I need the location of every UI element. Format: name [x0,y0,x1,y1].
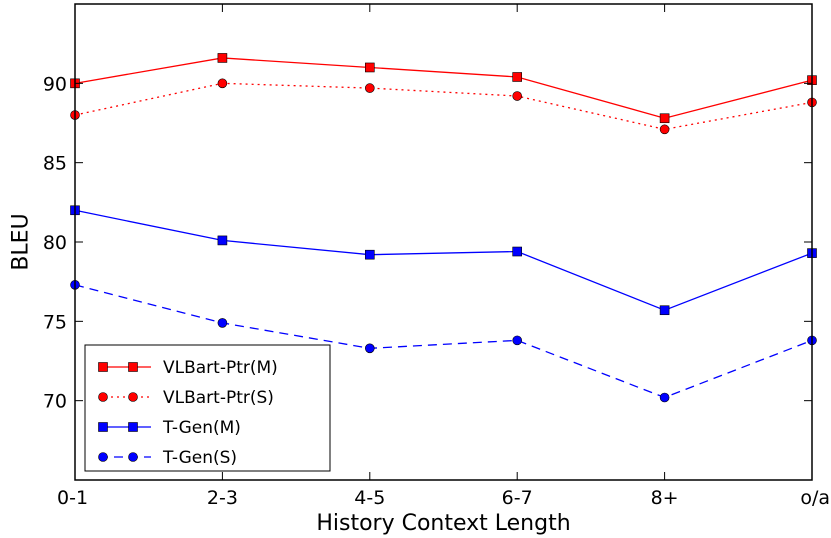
data-point [364,83,375,93]
legend-label: VLBart-Ptr(M) [163,358,278,378]
legend-marker [98,392,108,402]
data-point [217,318,228,328]
data-point [217,78,228,89]
series-VLBart-Ptr(M) [70,53,817,124]
y-tick-label: 90 [43,73,67,95]
axes-layer: 70 75 80 85 90 0-1 2-3 4-5 6-7 8+ o/a [43,4,830,509]
y-tick-label: 85 [43,153,67,175]
legend-entry: T-Gen(S) [98,448,237,468]
legend-marker [128,452,138,462]
legend-entry: VLBart-Ptr(M) [98,358,278,378]
series-VLBart-Ptr(S) [70,78,817,135]
data-point [217,235,228,246]
legend-entry: T-Gen(M) [98,418,241,438]
series-line [74,57,813,119]
y-tick-label: 80 [43,232,67,254]
legend-label: VLBart-Ptr(S) [163,388,274,408]
legend-marker [98,452,108,462]
data-point [217,53,228,63]
series-T-Gen(M) [70,205,817,316]
x-tick-label: 6-7 [502,487,533,509]
data-point [364,343,375,354]
data-point [512,91,523,101]
x-axis-title: History Context Length [316,511,570,536]
series-T-Gen(S) [70,280,817,403]
y-axis-title: BLEU [9,213,34,270]
x-tick-label: 2-3 [207,487,238,509]
x-tick-label: 8+ [651,487,679,509]
data-point [512,246,523,257]
legend-marker [128,392,138,402]
data-point [512,335,523,346]
x-tick-label: o/a [800,487,830,509]
legend-entry: VLBart-Ptr(S) [98,388,274,408]
legend-marker [98,422,108,432]
series-line [74,82,813,131]
data-point [659,392,670,403]
y-tick-label: 70 [43,391,67,413]
data-point [659,305,670,316]
series-line [74,209,813,311]
legend-marker [98,362,108,372]
legend: VLBart-Ptr(M) VLBart-Ptr(S) T-Gen(M) T-Gen(… [84,344,331,472]
legend-box [84,344,331,472]
legend-marker [128,422,138,432]
legend-marker [128,362,138,372]
legend-label: T-Gen(S) [162,448,237,468]
x-tick-label: 0-1 [57,487,88,509]
data-point [659,124,670,135]
y-tick-label: 75 [43,311,67,333]
series-line [74,284,813,399]
data-point [512,72,523,82]
x-tick-label: 4-5 [354,487,385,509]
data-point [364,249,375,260]
data-point [364,62,375,73]
legend-label: T-Gen(M) [162,418,241,438]
data-point [659,113,670,124]
